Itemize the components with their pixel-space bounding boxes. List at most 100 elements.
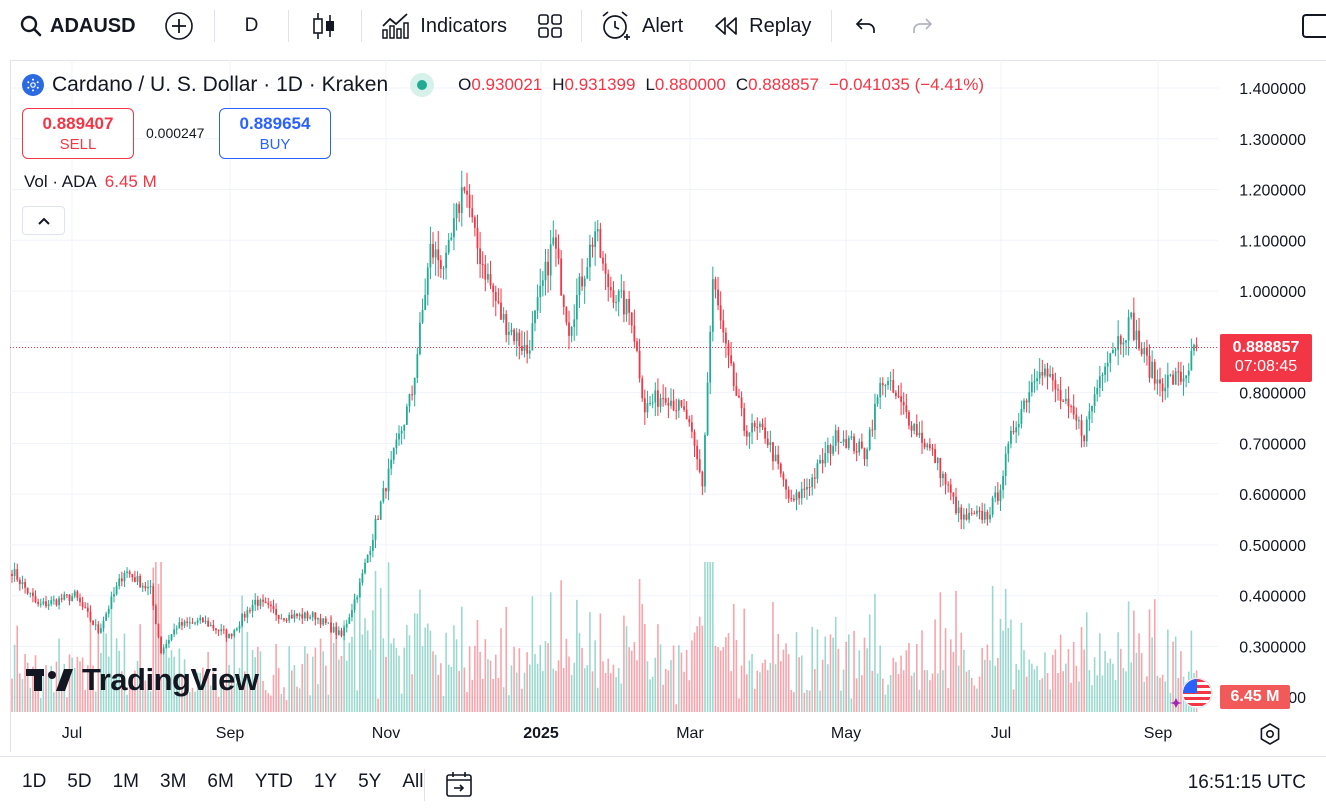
candle-body [1140, 348, 1143, 355]
volume-bar [1148, 609, 1151, 712]
candle-body [1143, 348, 1146, 355]
range-button-1m[interactable]: 1M [112, 771, 139, 792]
volume-legend[interactable]: Vol · ADA 6.45 M [24, 172, 157, 192]
volume-bar [476, 619, 479, 712]
compare-symbol-button[interactable] [148, 0, 214, 52]
candle-body [390, 459, 393, 469]
range-button-1y[interactable]: 1Y [313, 771, 338, 792]
volume-bar [586, 665, 589, 712]
candlestick-chart[interactable]: 1.400000 1.300000 1.200000 1.100000 1.000000… [0, 0, 1326, 756]
candle-body [589, 244, 591, 268]
candle-body [724, 332, 727, 344]
volume-bar [155, 562, 157, 712]
alert-button[interactable]: Alert [582, 0, 701, 52]
candle-body [1161, 383, 1164, 392]
candle-body [897, 395, 900, 397]
candle-body [66, 594, 68, 596]
candle-body [931, 448, 934, 450]
volume-bar [311, 656, 314, 712]
volume-bar [848, 634, 850, 712]
candle-body [826, 444, 829, 453]
volume-bar [479, 651, 481, 712]
candle-body [298, 614, 301, 617]
volume-bar [492, 679, 494, 712]
candle-body [738, 395, 740, 398]
candle-body [949, 484, 952, 493]
candle-body [139, 576, 142, 588]
calendar-goto-icon[interactable] [444, 769, 474, 799]
volume-bar [1159, 677, 1161, 712]
cardano-logo-icon [22, 74, 44, 96]
buy-button[interactable]: 0.889654 BUY [219, 108, 331, 159]
candle-body [416, 354, 419, 378]
candle-body [120, 578, 123, 582]
toolbar-divider [581, 10, 583, 42]
redo-button[interactable] [894, 0, 950, 52]
replay-button[interactable]: Replay [701, 0, 831, 52]
range-button-ytd[interactable]: YTD [254, 771, 293, 792]
volume-bar [521, 688, 523, 712]
candle-body [89, 611, 92, 621]
volume-bar [602, 661, 604, 712]
candle-body [246, 610, 249, 618]
volume-bar [118, 650, 121, 712]
layouts-button[interactable] [521, 0, 581, 52]
volume-bar [693, 632, 696, 712]
candle-body [290, 614, 293, 619]
candle-body [978, 510, 981, 512]
volume-bar [489, 660, 492, 712]
range-button-5y[interactable]: 5Y [358, 771, 382, 792]
volume-bar [816, 629, 819, 712]
symbol-search-button[interactable]: ADAUSD [0, 0, 148, 52]
collapse-legend-button[interactable] [22, 206, 65, 235]
time-axis[interactable]: Jul Sep Nov 2025 Mar May Jul Sep [62, 725, 1173, 742]
volume-bar [936, 673, 939, 712]
volume-bar [1057, 673, 1059, 712]
candle-body [230, 633, 233, 637]
volume-bar [1044, 652, 1046, 712]
volume-bar [989, 660, 991, 712]
volume-bar [910, 675, 913, 712]
undo-button[interactable] [832, 0, 894, 52]
volume-bar [1067, 649, 1070, 712]
chart-pane[interactable] [10, 60, 1326, 752]
candle-body [188, 622, 191, 624]
range-button-1d[interactable]: 1D [22, 771, 47, 792]
candle-body [1023, 400, 1025, 409]
candle-body [662, 398, 665, 400]
symbol-title[interactable]: Cardano / U. S. Dollar · 1D · Kraken [52, 73, 389, 96]
fullscreen-button[interactable] [1302, 14, 1326, 38]
volume-bar [296, 686, 298, 712]
us-flag-icon[interactable] [1170, 676, 1214, 710]
range-button-5d[interactable]: 5D [67, 771, 92, 792]
volume-bar [238, 667, 241, 712]
volume-bar [136, 660, 139, 712]
range-button-3m[interactable]: 3M [160, 771, 187, 792]
candle-body [201, 617, 204, 623]
chart-type-button[interactable] [289, 0, 361, 52]
price-axis[interactable]: 1.400000 1.300000 1.200000 1.100000 1.000000… [1239, 81, 1306, 707]
range-button-all[interactable]: All [402, 771, 424, 792]
volume-bar [612, 664, 615, 712]
indicators-button[interactable]: Indicators [362, 0, 521, 52]
range-button-6m[interactable]: 6M [207, 771, 234, 792]
volume-bar [1101, 675, 1104, 712]
sell-button[interactable]: 0.889407 SELL [22, 108, 134, 159]
volume-bar [787, 654, 790, 712]
candle-body [664, 398, 667, 403]
volume-bar [348, 642, 351, 712]
candle-body [217, 630, 220, 632]
volume-bar [1112, 663, 1114, 712]
volume-bar [1059, 634, 1062, 712]
candle-body [586, 267, 589, 279]
volume-bar [223, 685, 225, 712]
volume-bar [531, 596, 534, 712]
candle-body [730, 355, 733, 364]
settings-gear-icon[interactable] [1258, 722, 1282, 746]
interval-button[interactable]: D [244, 15, 259, 36]
volume-bar [500, 628, 502, 712]
candle-body [625, 298, 628, 315]
utc-clock[interactable]: 16:51:15 UTC [1187, 772, 1306, 793]
candle-body [1033, 381, 1036, 383]
candle-body [26, 587, 29, 594]
